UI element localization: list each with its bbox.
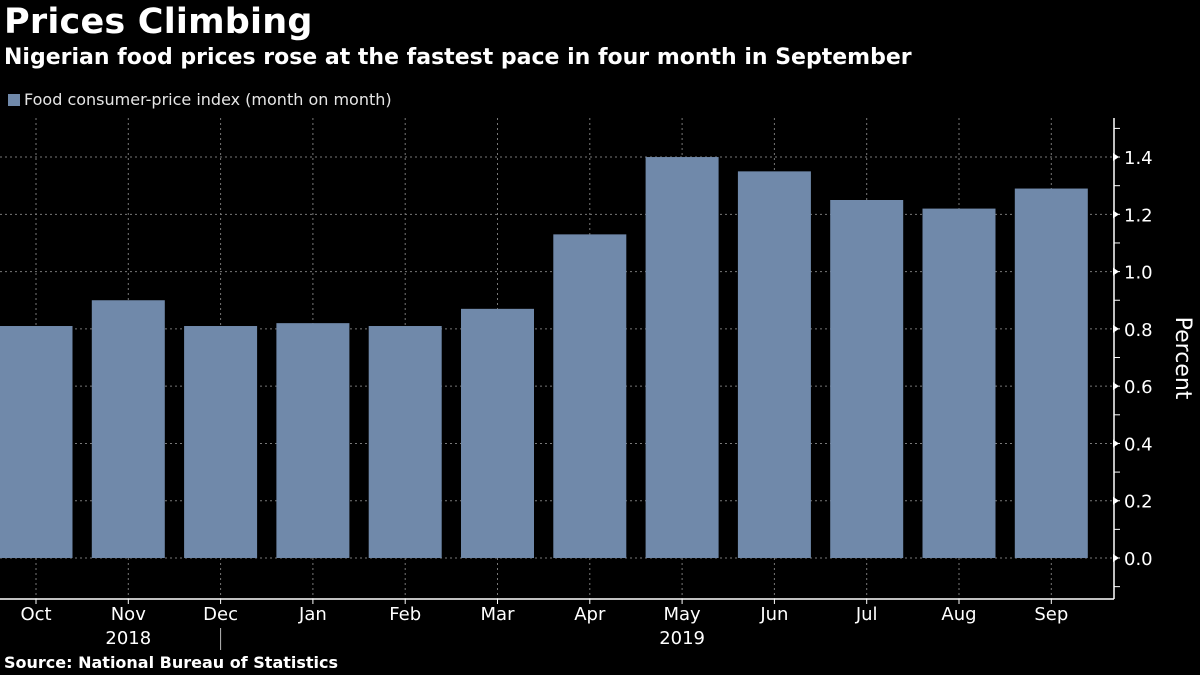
y-tick-marker [1113,496,1119,505]
y-tick-label: 1.2 [1124,205,1153,226]
x-tick-label: May [663,604,701,625]
y-tick-label: 0.2 [1124,492,1153,513]
x-tick-label: Mar [481,604,516,625]
bar-dec [184,326,258,558]
y-tick-label: 1.4 [1124,148,1153,169]
bar-sep [1014,188,1088,558]
bar-nov [91,300,165,558]
y-tick-label: 0.4 [1124,434,1153,455]
y-tick-marker [1113,324,1119,333]
x-tick-label: Jan [298,604,327,625]
x-tick-label: Feb [389,604,421,625]
y-tick-label: 0.6 [1124,377,1153,398]
legend-swatch [8,93,20,106]
bar-aug [922,208,996,559]
bar-feb [368,326,442,558]
x-tick-label: Apr [574,604,606,625]
chart-title: Prices Climbing [4,2,313,42]
bar-jul [830,200,904,558]
y-tick-label: 0.0 [1124,549,1153,570]
x-tick-label: Nov [111,604,146,625]
chart-subtitle: Nigerian food prices rose at the fastest… [4,45,912,70]
x-tick-label: Oct [20,604,51,625]
bar-mar [461,308,534,558]
y-tick-marker [1113,153,1119,162]
year-label: 2019 [659,628,705,649]
legend-label: Food consumer-price index (month on mont… [24,90,392,109]
year-label: 2018 [105,628,151,649]
y-axis-label: Percent [1170,317,1195,400]
y-tick-marker [1113,267,1119,276]
y-tick-marker [1113,382,1119,391]
bar-may [645,157,719,559]
x-tick-label: Aug [941,604,976,625]
bar-jun [737,171,811,559]
x-tick-label: Jun [759,604,788,625]
y-tick-label: 1.0 [1124,263,1153,284]
x-tick-label: Sep [1034,604,1068,625]
bar-apr [553,234,627,559]
y-tick-marker [1113,554,1119,562]
source-note: Source: National Bureau of Statistics [4,653,339,672]
x-tick-label: Dec [203,604,238,625]
bar-jan [276,323,350,558]
y-tick-marker [1113,439,1119,448]
bar-oct [0,326,73,558]
legend: Food consumer-price index (month on mont… [8,90,392,109]
y-tick-marker [1113,210,1119,219]
y-tick-label: 0.8 [1124,320,1153,341]
x-tick-label: Jul [855,604,878,625]
